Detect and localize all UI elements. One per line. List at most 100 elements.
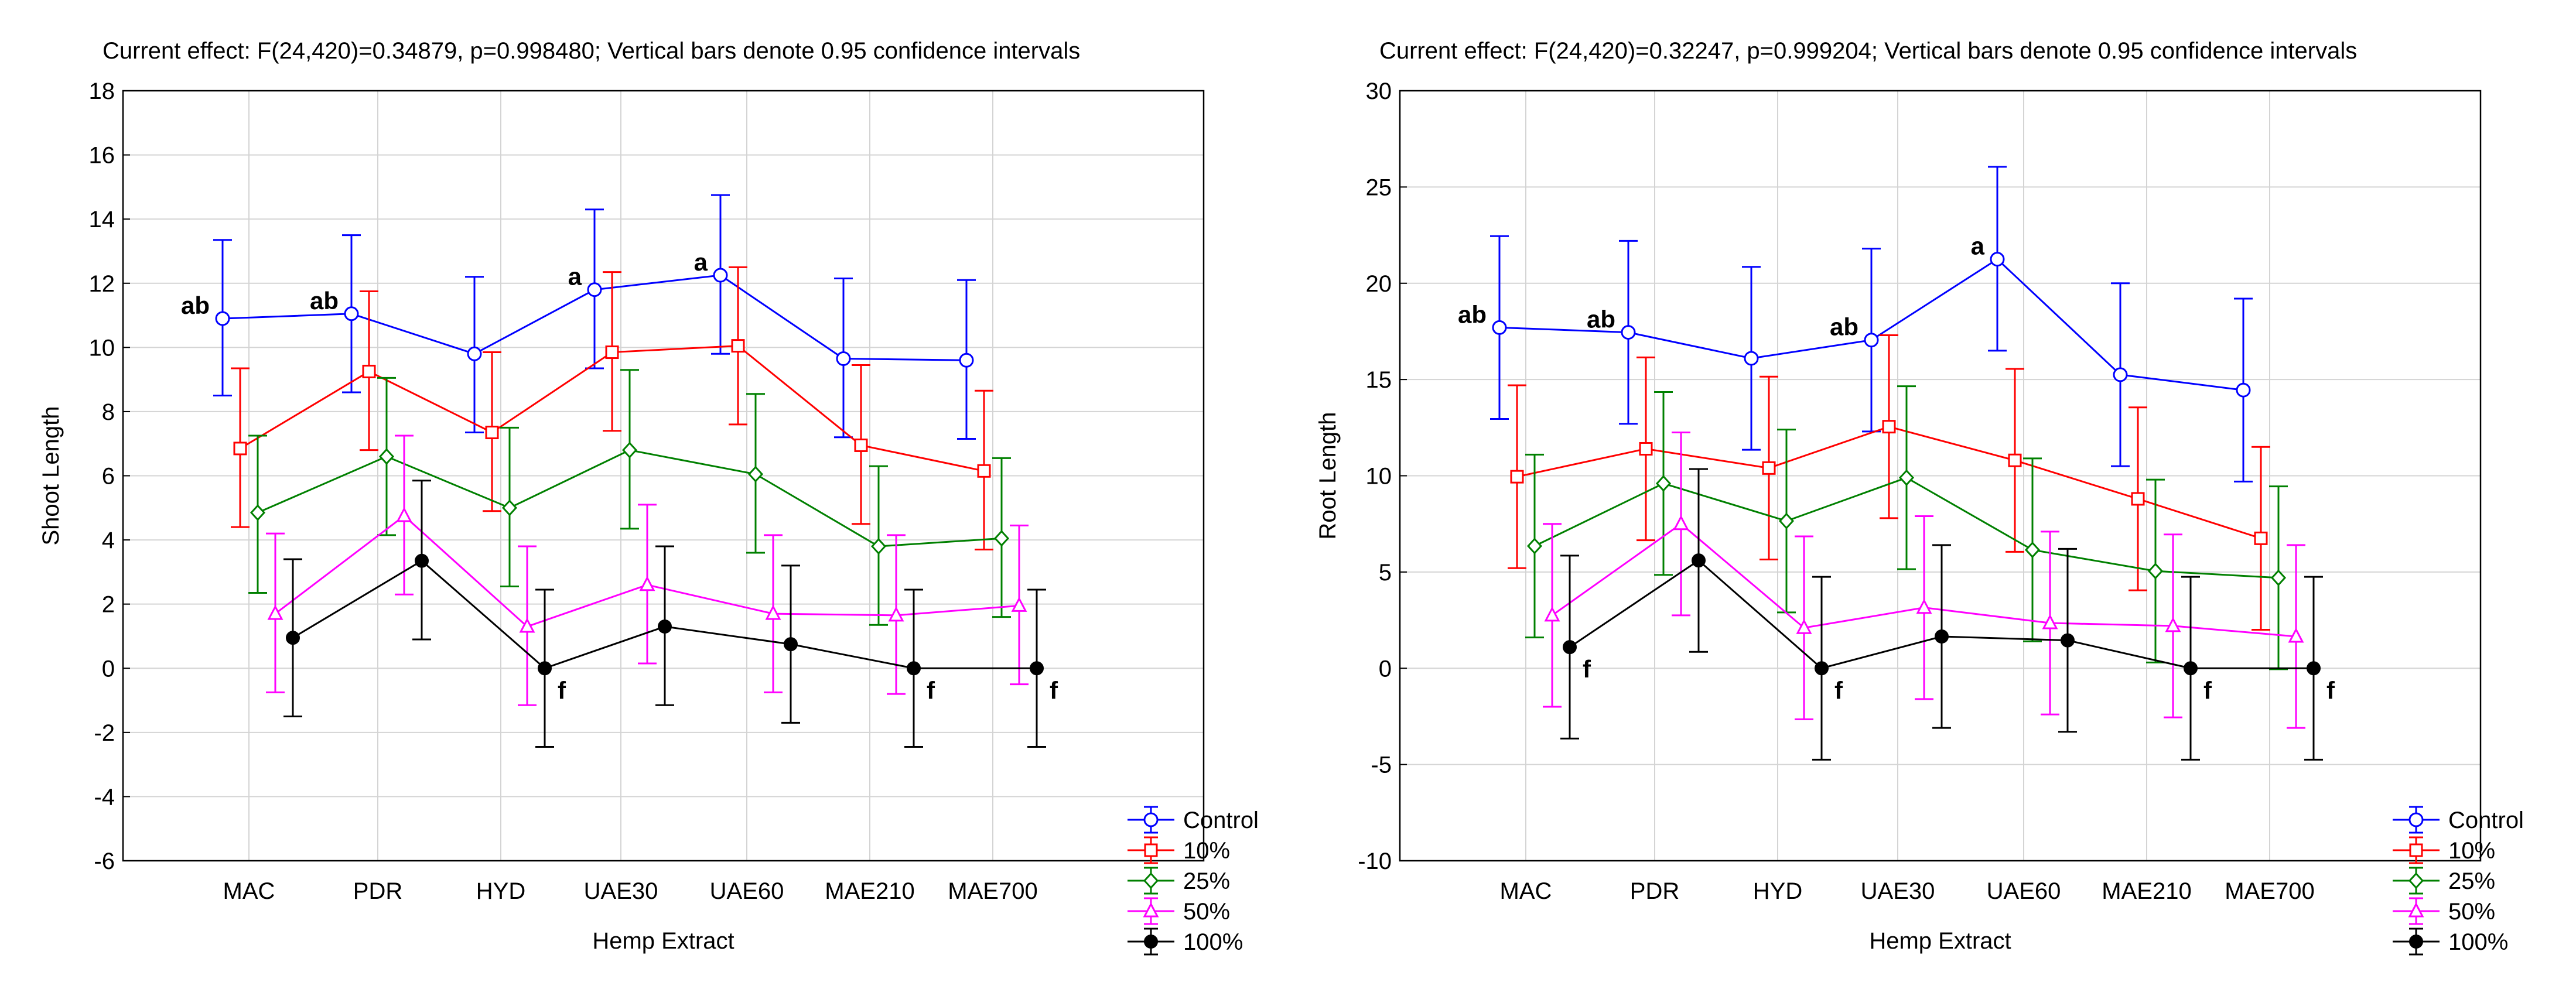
data-point	[1796, 618, 1812, 634]
significance-letter: f	[2326, 676, 2335, 704]
chart-title: Current effect: F(24,420)=0.34879, p=0.9…	[103, 38, 1080, 64]
data-point	[1935, 629, 1949, 644]
x-tick-label: MAC	[223, 878, 275, 904]
data-point	[378, 448, 395, 465]
legend-label: Control	[2448, 807, 2524, 833]
legend-label: 100%	[1183, 929, 1243, 955]
plot-frame	[1399, 90, 2482, 862]
root-length-chart: Current effect: F(24,420)=0.32247, p=0.9…	[1315, 38, 2524, 956]
legend-label: 50%	[1183, 899, 1230, 925]
data-point	[2113, 367, 2128, 382]
data-point	[836, 351, 851, 367]
x-tick-label: UAE30	[584, 878, 658, 904]
data-point	[621, 442, 638, 458]
y-tick-label: 14	[89, 207, 115, 232]
data-point	[1621, 325, 1636, 340]
data-point	[747, 466, 764, 482]
chart-title: Current effect: F(24,420)=0.32247, p=0.9…	[1379, 38, 2357, 64]
x-tick-label: MAE210	[2102, 878, 2191, 904]
y-tick-label: 4	[102, 528, 115, 553]
data-point	[2061, 633, 2075, 648]
significance-letter: f	[1050, 676, 1058, 704]
significance-letter: f	[558, 676, 566, 704]
data-point	[658, 620, 672, 634]
significance-letter: a	[568, 263, 582, 290]
significance-letter: f	[1834, 676, 1843, 704]
y-tick-label: 2	[102, 592, 115, 618]
legend-label: Control	[1183, 807, 1259, 833]
data-point	[888, 606, 904, 622]
significance-letter: f	[1583, 655, 1591, 683]
y-tick-label: 16	[89, 143, 115, 169]
y-axis-label: Shoot Length	[38, 406, 64, 546]
data-point	[784, 637, 798, 652]
data-point	[1864, 333, 1879, 348]
x-tick-label: HYD	[476, 878, 525, 904]
data-point	[2288, 627, 2304, 643]
x-axis-label: Hemp Extract	[1869, 928, 2011, 954]
data-point	[485, 426, 499, 440]
legend-label: 25%	[1183, 868, 1230, 894]
legend-label: 25%	[2448, 868, 2495, 894]
legend-label: 10%	[2448, 838, 2495, 864]
data-point	[2307, 661, 2321, 676]
legend-marker	[1144, 935, 1158, 949]
legend-marker	[2408, 872, 2424, 889]
significance-letter: ab	[181, 292, 210, 319]
data-point	[1526, 538, 1543, 555]
data-point	[1544, 606, 1560, 622]
significance-letter: ab	[1587, 306, 1615, 333]
plot-frame	[122, 90, 1205, 862]
y-tick-label: -10	[1358, 848, 1392, 874]
data-point	[501, 499, 518, 516]
data-point	[396, 507, 412, 522]
legend-label: 10%	[1183, 838, 1230, 864]
data-point	[731, 339, 745, 353]
data-point	[1011, 597, 1027, 612]
data-point	[2165, 617, 2181, 632]
legend-marker	[2408, 812, 2424, 827]
data-point	[2184, 661, 2198, 676]
data-point	[1898, 469, 1915, 487]
legend-marker	[2409, 935, 2423, 949]
data-point	[959, 353, 974, 368]
x-tick-label: UAE60	[710, 878, 784, 904]
data-point	[1692, 553, 1706, 568]
data-point	[1655, 475, 1672, 492]
data-point	[1563, 640, 1577, 655]
data-point	[2024, 541, 2041, 559]
data-point	[1030, 661, 1044, 676]
data-point	[1882, 420, 1896, 434]
data-point	[1916, 598, 1932, 614]
y-tick-label: 20	[1366, 271, 1392, 297]
data-point	[250, 504, 266, 521]
data-point	[2042, 614, 2058, 629]
significance-letter: f	[927, 676, 935, 704]
data-point	[215, 311, 230, 326]
legend-marker	[1143, 812, 1159, 827]
y-tick-label: 5	[1379, 560, 1392, 586]
data-point	[538, 661, 552, 676]
data-point	[344, 306, 359, 321]
y-tick-label: 25	[1366, 174, 1392, 200]
y-tick-label: 0	[102, 656, 115, 682]
data-point	[2270, 569, 2287, 586]
data-point	[1815, 661, 1829, 676]
data-point	[1492, 320, 1507, 335]
legend-label: 50%	[2448, 899, 2495, 925]
data-point	[765, 604, 781, 620]
data-point	[519, 617, 535, 633]
x-tick-label: MAE700	[2225, 878, 2314, 904]
data-point	[467, 346, 482, 361]
legend-marker	[1143, 872, 1159, 889]
data-point	[713, 268, 728, 283]
data-point	[1778, 512, 1795, 529]
data-point	[993, 530, 1010, 547]
data-point	[1744, 351, 1759, 366]
legend-marker	[2408, 902, 2424, 918]
x-tick-label: MAE700	[948, 878, 1037, 904]
y-tick-label: -4	[94, 784, 115, 810]
x-tick-label: PDR	[1630, 878, 1679, 904]
data-point	[854, 438, 868, 452]
